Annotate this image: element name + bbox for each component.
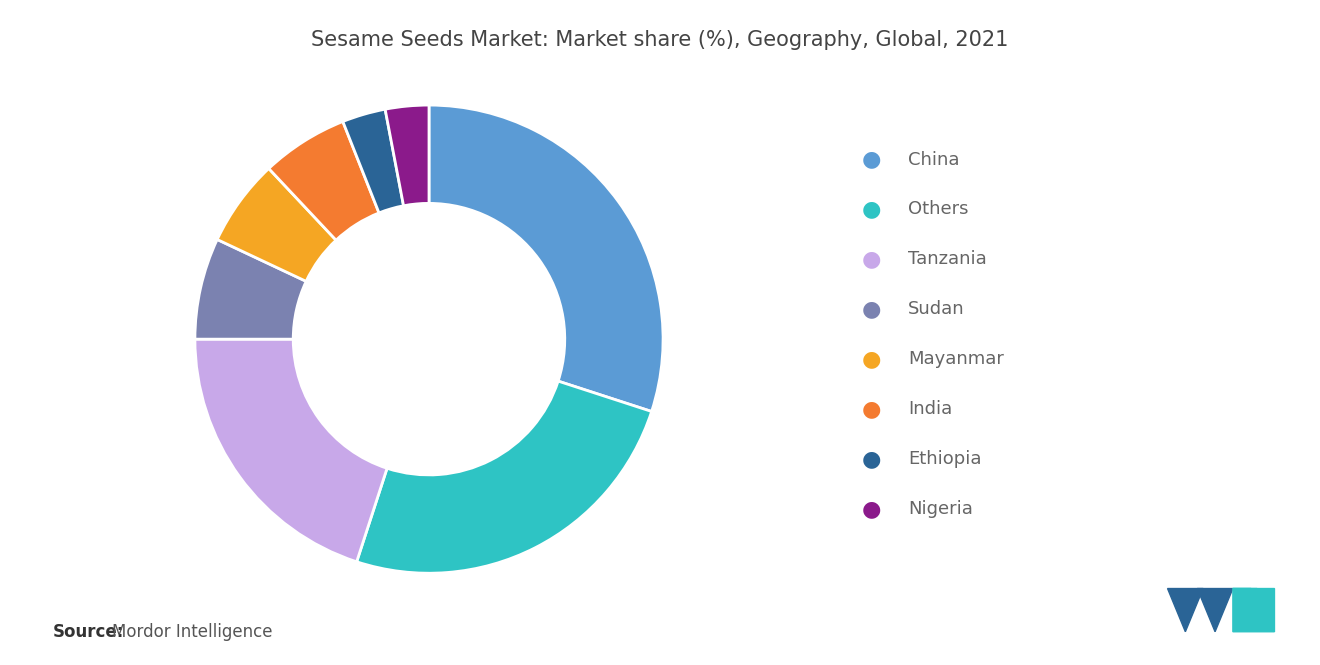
Polygon shape [1197, 589, 1233, 632]
Wedge shape [218, 168, 337, 281]
Text: ●: ● [862, 299, 880, 319]
Polygon shape [1167, 589, 1203, 632]
Text: Sudan: Sudan [908, 300, 965, 319]
Polygon shape [1233, 589, 1274, 632]
Text: Source:: Source: [53, 622, 124, 641]
Text: ●: ● [862, 449, 880, 469]
Text: ●: ● [862, 349, 880, 369]
Text: ●: ● [862, 200, 880, 219]
Text: ●: ● [862, 150, 880, 170]
Text: Mayanmar: Mayanmar [908, 350, 1005, 368]
Text: Nigeria: Nigeria [908, 499, 973, 518]
Text: ●: ● [862, 499, 880, 519]
Wedge shape [385, 105, 429, 205]
Wedge shape [343, 109, 404, 213]
Text: China: China [908, 150, 960, 169]
Wedge shape [429, 105, 663, 412]
Text: ●: ● [862, 399, 880, 419]
Wedge shape [195, 339, 387, 562]
Wedge shape [356, 381, 652, 573]
Text: Tanzania: Tanzania [908, 250, 987, 269]
Text: Others: Others [908, 200, 969, 219]
Wedge shape [269, 122, 379, 240]
Wedge shape [195, 239, 306, 339]
Text: Ethiopia: Ethiopia [908, 450, 982, 468]
Polygon shape [1233, 589, 1274, 632]
Text: Mordor Intelligence: Mordor Intelligence [112, 622, 273, 641]
Text: India: India [908, 400, 953, 418]
Text: ●: ● [862, 249, 880, 269]
Text: Sesame Seeds Market: Market share (%), Geography, Global, 2021: Sesame Seeds Market: Market share (%), G… [312, 30, 1008, 50]
